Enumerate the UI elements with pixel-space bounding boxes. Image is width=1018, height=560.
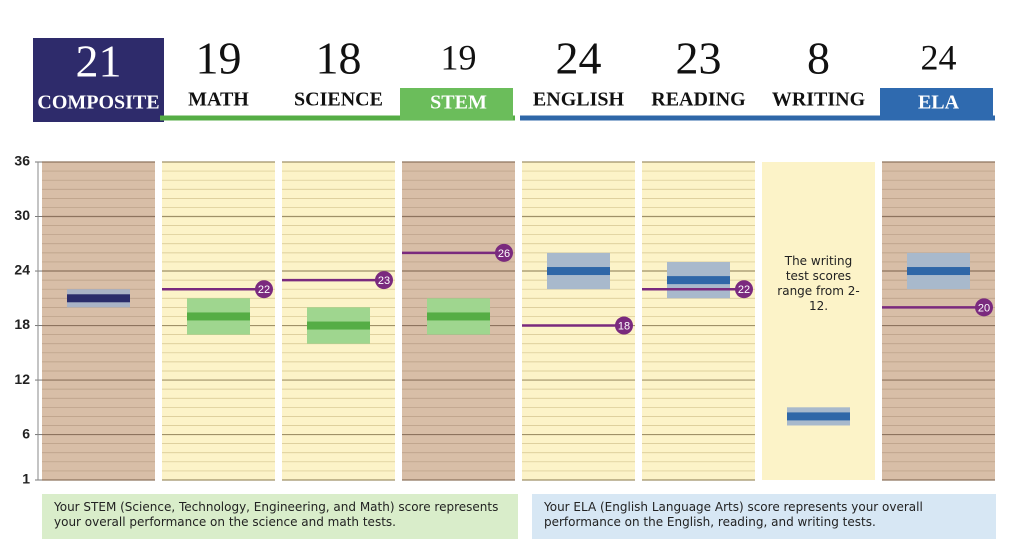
note-wrap: Your ELA (English Language Arts) score r… [544,500,923,529]
header-name: ENGLISH [533,89,625,111]
benchmark-label: 26 [498,248,510,260]
y-tick-label: 12 [14,371,30,387]
score-line [307,321,370,330]
benchmark-marker [615,316,633,335]
header-score: 18 [316,33,362,84]
header-score: 8 [807,33,830,84]
header-name: STEM [430,92,487,114]
header-box [33,38,164,122]
y-tick-label: 24 [14,262,30,278]
header-score: 23 [676,33,722,84]
score-line [667,276,730,285]
header-score: 19 [441,37,477,77]
column-note-box: The writing test scores range from 2-12. [777,254,860,313]
note-wrap: Your STEM (Science, Technology, Engineer… [54,500,499,529]
score-line [67,294,130,303]
column-background [882,162,995,480]
note-box [532,494,996,539]
column-background [522,162,635,480]
benchmark-label: 23 [378,275,390,287]
header-box [400,88,513,120]
benchmark-marker [735,280,753,299]
header-score: 19 [196,33,242,84]
column-background [642,162,755,480]
benchmark-marker [495,243,513,262]
y-tick-label: 36 [14,153,30,169]
benchmark-marker [375,271,393,290]
score-line [907,267,970,276]
score-line [787,412,850,421]
score-line [547,267,610,276]
benchmark-label: 22 [738,284,750,296]
benchmark-label: 18 [618,320,630,332]
header-name: READING [651,89,746,111]
footer-note: Your STEM (Science, Technology, Engineer… [54,500,499,529]
header-score: 24 [921,37,957,77]
column-background [42,162,155,480]
column-note: The writing test scores range from 2-12. [777,254,860,313]
benchmark-label: 20 [978,302,990,314]
header-score: 21 [76,36,122,87]
header-name: SCIENCE [294,89,383,111]
benchmark-marker [255,280,273,299]
header-name: WRITING [772,89,866,111]
header-score: 24 [556,33,602,84]
score-line [187,312,250,321]
y-tick-label: 6 [22,425,30,441]
score-line [427,312,490,321]
header-name: MATH [188,89,249,111]
footer-note: Your ELA (English Language Arts) score r… [544,500,923,529]
note-box [42,494,518,539]
header-box [880,88,993,120]
y-tick-label: 30 [14,207,30,223]
benchmark-label: 22 [258,284,270,296]
header-name: COMPOSITE [37,92,159,114]
column-background [762,162,875,480]
y-tick-label: 18 [14,316,30,332]
benchmark-marker [975,298,993,317]
header-name: ELA [918,92,960,114]
y-tick-label: 1 [22,471,30,487]
